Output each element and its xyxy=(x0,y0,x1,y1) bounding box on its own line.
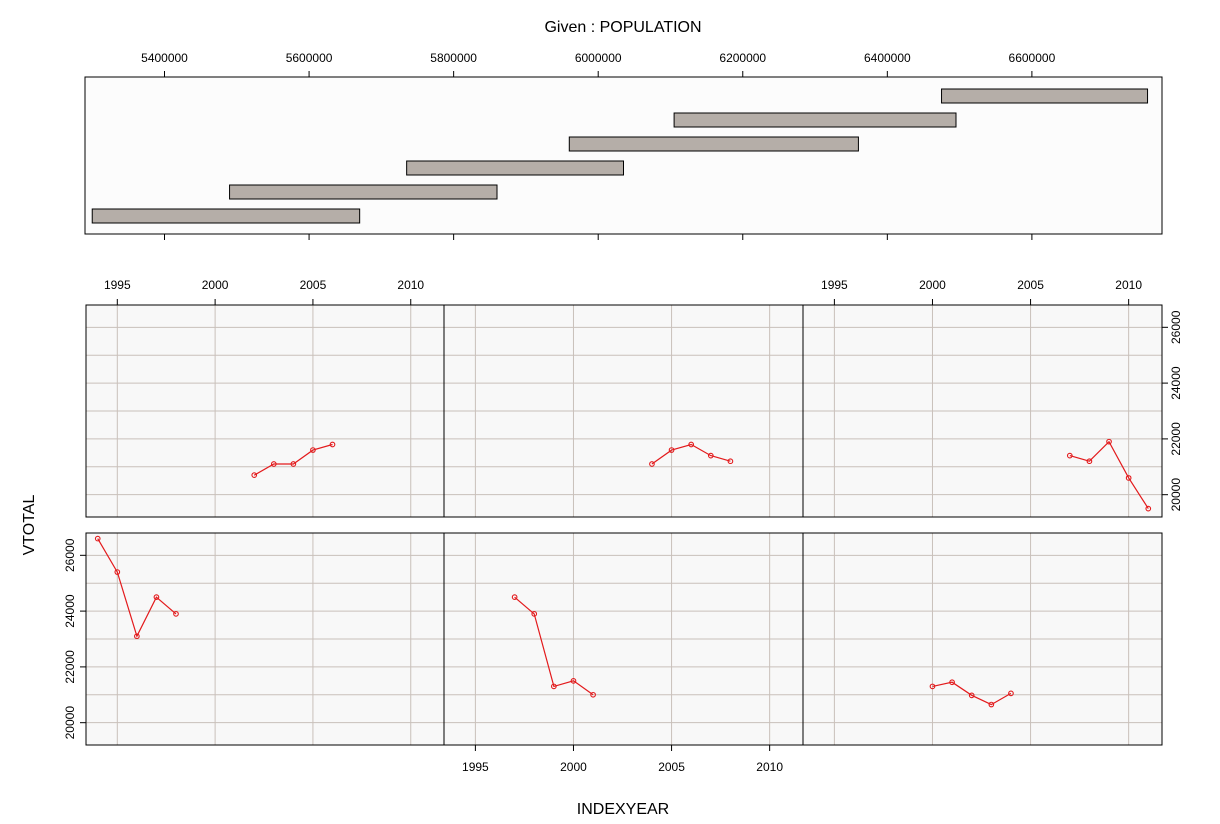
panel-y-tick-label: 24000 xyxy=(1169,366,1183,400)
panel-y-tick-label: 20000 xyxy=(63,706,77,740)
panel-data-point xyxy=(988,701,995,708)
panel-data-point xyxy=(511,594,518,601)
panel-data-point xyxy=(114,569,121,575)
panel-data-point xyxy=(310,447,316,453)
panel-data-point xyxy=(727,458,734,465)
panel-x-tick-label: 1995 xyxy=(104,278,131,292)
panel-y-tick-label: 26000 xyxy=(1169,310,1183,344)
panel-data-point xyxy=(270,461,277,467)
given-tick-label: 6200000 xyxy=(719,51,766,65)
panel-y-tick-label: 24000 xyxy=(63,594,77,628)
panel-x-tick-label: 1995 xyxy=(462,760,489,774)
panel-frame xyxy=(802,532,1163,746)
given-interval-bar xyxy=(568,136,859,152)
panel-data-point xyxy=(949,679,955,686)
panel-data-point xyxy=(968,692,975,699)
y-axis-label: VTOTAL xyxy=(21,495,38,556)
given-tick-label: 6400000 xyxy=(864,51,911,65)
panel-series-line xyxy=(514,596,594,696)
given-tick-label: 6600000 xyxy=(1009,51,1056,65)
panel-data-point xyxy=(668,447,675,453)
panel-data-point xyxy=(707,452,714,459)
panel-data-point xyxy=(134,633,140,640)
panel-data-point xyxy=(1106,438,1112,445)
panel-data-point xyxy=(251,472,258,479)
panel-x-tick-label: 2000 xyxy=(202,278,229,292)
panel-data-point xyxy=(329,441,336,448)
panel-data-point xyxy=(570,677,577,684)
given-interval-bar xyxy=(941,88,1149,104)
given-title: Given : POPULATION xyxy=(544,19,701,36)
given-interval-bar xyxy=(673,112,957,128)
panel-data-point xyxy=(1086,458,1093,465)
panel-data-point xyxy=(531,611,538,617)
panel-x-tick-label: 2010 xyxy=(397,278,424,292)
panel-series-line xyxy=(1069,440,1149,509)
panel-series-line xyxy=(253,443,333,476)
panel-data-point xyxy=(94,535,101,542)
panel-data-point xyxy=(153,594,160,601)
given-tick-label: 5400000 xyxy=(141,51,188,65)
given-interval-bar xyxy=(229,184,498,200)
given-interval-bar xyxy=(91,208,361,224)
panel-x-tick-label: 2005 xyxy=(300,278,327,292)
panel-data-point xyxy=(590,691,596,698)
given-tick-label: 5600000 xyxy=(286,51,333,65)
panel-series-line xyxy=(651,443,731,465)
panel-series-line xyxy=(932,681,1012,706)
panel-x-tick-label: 2000 xyxy=(560,760,587,774)
given-tick-label: 5800000 xyxy=(430,51,477,65)
panel-x-tick-label: 2010 xyxy=(1115,278,1142,292)
given-interval-bar xyxy=(406,160,624,176)
panel-data-point xyxy=(649,461,655,467)
panel-data-point xyxy=(929,683,936,690)
panel-x-tick-label: 1995 xyxy=(821,278,848,292)
panel-series-line xyxy=(97,538,177,638)
panel-data-point xyxy=(1066,452,1073,459)
panel-y-tick-label: 20000 xyxy=(1169,478,1183,512)
panel-data-point xyxy=(1145,505,1152,512)
panel-data-point xyxy=(1125,475,1132,481)
panel-data-point xyxy=(551,683,557,690)
panel-x-tick-label: 2000 xyxy=(919,278,946,292)
panel-x-tick-label: 2005 xyxy=(658,760,685,774)
panel-frame xyxy=(802,304,1163,518)
panel-y-tick-label: 22000 xyxy=(1169,422,1183,456)
x-axis-label: INDEXYEAR xyxy=(577,801,669,818)
panel-x-tick-label: 2010 xyxy=(756,760,783,774)
panel-data-point xyxy=(688,441,695,448)
panel-data-point xyxy=(290,461,297,467)
panel-x-tick-label: 2005 xyxy=(1017,278,1044,292)
given-tick-label: 6000000 xyxy=(575,51,622,65)
panel-y-tick-label: 22000 xyxy=(63,650,77,684)
panel-data-point xyxy=(1008,690,1014,697)
panel-y-tick-label: 26000 xyxy=(63,538,77,572)
panel-data-point xyxy=(173,611,179,617)
